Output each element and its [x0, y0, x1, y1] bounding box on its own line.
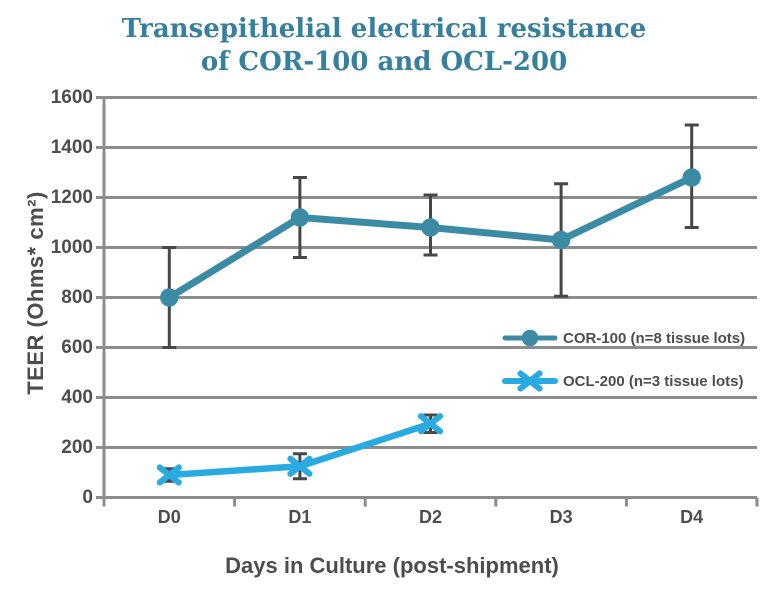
chart-title-line1: Transepithelial electrical resistance [121, 14, 647, 44]
cor-100-marker [290, 208, 310, 227]
y-tick-label: 200 [61, 436, 93, 458]
legend-label-ocl-200: OCL-200 (n=3 tissue lots) [563, 373, 744, 390]
cor-100-marker [551, 230, 571, 250]
x-tick-label: D2 [418, 507, 442, 527]
y-tick-label: 0 [82, 486, 93, 508]
y-tick-label: 1000 [50, 236, 93, 258]
ocl-200-marker [417, 413, 444, 435]
x-tick-label: D3 [549, 507, 573, 527]
cor-100-marker [682, 168, 701, 187]
y-tick-label: 800 [61, 286, 93, 308]
x-tick-label: D4 [680, 507, 704, 527]
x-tick-label: D0 [157, 507, 181, 527]
cor-100-marker [160, 288, 179, 307]
x-tick-label: D1 [288, 507, 312, 527]
y-tick-label: 600 [61, 336, 93, 358]
x-axis-title: Days in Culture (post-shipment) [225, 553, 559, 578]
ocl-200-marker [287, 455, 313, 477]
y-tick-label: 1200 [50, 186, 93, 208]
ocl-200-marker [517, 370, 543, 392]
ocl-200-marker [156, 464, 182, 486]
legend-label-cor-100: COR-100 (n=8 tissue lots) [563, 330, 746, 347]
y-tick-label: 1400 [50, 136, 93, 158]
chart-title-line2: of COR-100 and OCL-200 [200, 47, 568, 77]
cor-100-marker [421, 218, 440, 237]
y-tick-label: 1600 [50, 86, 93, 108]
cor-100-marker [521, 329, 539, 347]
y-tick-label: 400 [61, 386, 93, 408]
chart-title: Transepithelial electrical resistance of… [0, 13, 768, 79]
